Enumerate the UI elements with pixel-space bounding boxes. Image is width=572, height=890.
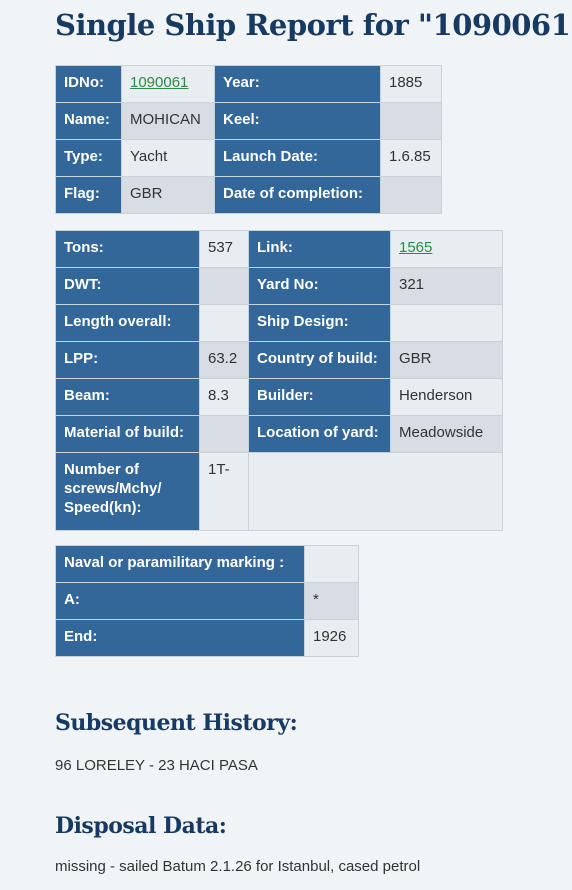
page-title: Single Ship Report for "1090061" (55, 8, 572, 42)
field-label: Location of yard: (248, 415, 391, 453)
field-label: A: (55, 582, 305, 620)
empty-cell (248, 452, 503, 531)
field-value (199, 304, 249, 342)
field-value: 321 (390, 267, 503, 305)
field-label: Keel: (214, 102, 381, 140)
field-label: Year: (214, 65, 381, 103)
field-value (304, 545, 359, 583)
field-label: Builder: (248, 378, 391, 416)
field-value: 1565 (390, 230, 503, 268)
field-label: Link: (248, 230, 391, 268)
field-value: MOHICAN (121, 102, 215, 140)
field-label: Beam: (55, 378, 200, 416)
field-label: Tons: (55, 230, 200, 268)
field-value: * (304, 582, 359, 620)
field-value (380, 176, 442, 214)
field-value: Meadowside (390, 415, 503, 453)
field-label: Material of build: (55, 415, 200, 453)
field-label: Country of build: (248, 341, 391, 379)
field-value (380, 102, 442, 140)
field-label: Name: (55, 102, 122, 140)
field-value: 1090061 (121, 65, 215, 103)
ship-link[interactable]: 1090061 (130, 74, 189, 91)
disposal-heading: Disposal Data: (55, 813, 227, 839)
field-value (390, 304, 503, 342)
field-value: 8.3 (199, 378, 249, 416)
field-value: 1885 (380, 65, 442, 103)
field-label: DWT: (55, 267, 200, 305)
field-value (199, 415, 249, 453)
field-label: Yard No: (248, 267, 391, 305)
history-heading: Subsequent History: (55, 710, 298, 736)
field-label: Length overall: (55, 304, 200, 342)
field-label: Naval or paramilitary marking : (55, 545, 305, 583)
field-value: 1T- (199, 452, 249, 531)
field-label: Launch Date: (214, 139, 381, 177)
field-value: GBR (390, 341, 503, 379)
field-value (199, 267, 249, 305)
field-label: Number of screws/Mchy/ Speed(kn): (55, 452, 200, 531)
field-value: 537 (199, 230, 249, 268)
field-value: 1926 (304, 619, 359, 657)
field-label: Ship Design: (248, 304, 391, 342)
field-label: Type: (55, 139, 122, 177)
field-value: GBR (121, 176, 215, 214)
field-label: Date of completion: (214, 176, 381, 214)
field-value: Yacht (121, 139, 215, 177)
disposal-text: missing - sailed Batum 2.1.26 for Istanb… (55, 858, 421, 875)
field-label: Flag: (55, 176, 122, 214)
field-label: IDNo: (55, 65, 122, 103)
field-label: LPP: (55, 341, 200, 379)
field-value: Henderson (390, 378, 503, 416)
ship-link[interactable]: 1565 (399, 239, 433, 256)
history-text: 96 LORELEY - 23 HACI PASA (55, 757, 258, 774)
field-label: End: (55, 619, 305, 657)
field-value: 63.2 (199, 341, 249, 379)
field-value: 1.6.85 (380, 139, 442, 177)
